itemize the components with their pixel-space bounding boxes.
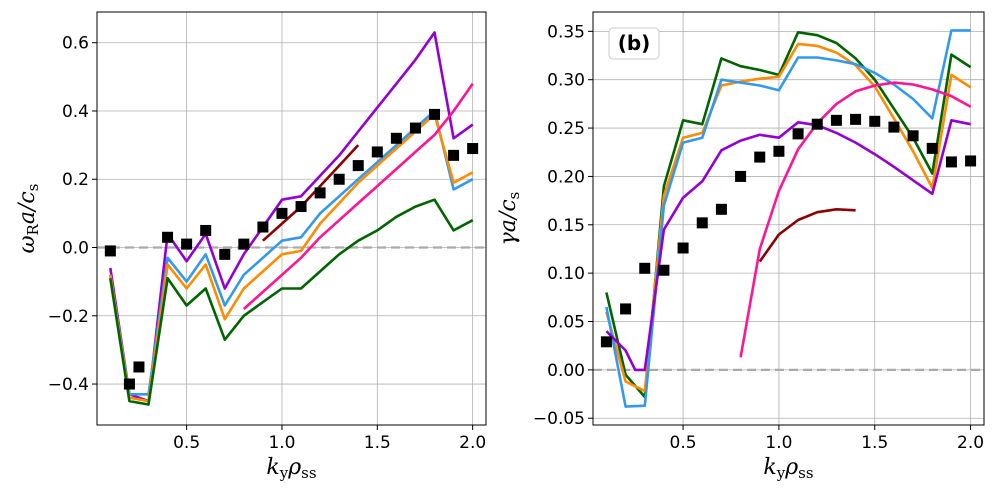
p1-data-marker-8 bbox=[754, 151, 766, 163]
p1-series-pink-line bbox=[739, 81, 972, 358]
p1-ytick-label-8: 0.35 bbox=[547, 22, 585, 42]
p0-xtick-label-0: 0.5 bbox=[173, 433, 200, 453]
p1-ytick-label-0: −0.05 bbox=[533, 409, 585, 429]
p1-data-marker-5 bbox=[696, 217, 708, 229]
p0-data-marker-15 bbox=[390, 132, 402, 144]
p0-ytick-label-3: 0.2 bbox=[62, 170, 89, 190]
p0-ytick-label-1: −0.2 bbox=[48, 307, 89, 327]
p0-data-marker-5 bbox=[200, 224, 212, 236]
p1-annotation-label: (b) bbox=[618, 31, 651, 55]
p0-axes-frame bbox=[96, 11, 487, 426]
p1-axes-frame bbox=[592, 11, 985, 426]
p1-data-marker-17 bbox=[926, 142, 938, 154]
p1-data-marker-2 bbox=[639, 262, 651, 274]
p0-x-axis-label: kyρss bbox=[266, 455, 316, 482]
p1-xtick-label-2: 1.5 bbox=[861, 433, 888, 453]
p1-data-marker-19 bbox=[965, 155, 977, 167]
p0-xtick-label-3: 2.0 bbox=[459, 433, 486, 453]
p0-ytick-label-5: 0.6 bbox=[62, 34, 89, 54]
p1-ytick-label-4: 0.15 bbox=[547, 216, 585, 236]
p0-data-marker-0 bbox=[104, 245, 116, 257]
p0-data-marker-6 bbox=[219, 248, 231, 260]
p1-data-marker-11 bbox=[811, 118, 823, 130]
p1-ytick-label-5: 0.20 bbox=[547, 167, 585, 187]
p1-series-orange-line bbox=[605, 42, 972, 393]
p1-y-axis-label: γa/cs bbox=[496, 192, 523, 246]
p0-data-marker-10 bbox=[295, 201, 307, 213]
right-panel-gamma-plot: 0.5 1.0 1.5 2.0 −0.05 0.00 0.05 0.10 0.15 0.20 0.2… bbox=[496, 11, 985, 482]
p1-series-purple-line bbox=[605, 119, 971, 372]
p0-xtick-label-2: 1.5 bbox=[364, 433, 391, 453]
p0-ytick-label-4: 0.4 bbox=[62, 102, 89, 122]
p0-data-marker-16 bbox=[409, 122, 421, 134]
p1-xtick-label-0: 0.5 bbox=[670, 433, 697, 453]
p0-series-darkred-line bbox=[262, 144, 360, 242]
p1-data-marker-12 bbox=[830, 114, 842, 126]
p0-data-marker-11 bbox=[314, 187, 326, 199]
p0-xtick-label-1: 1.0 bbox=[268, 433, 295, 453]
p1-xtick-label-1: 1.0 bbox=[765, 433, 792, 453]
p1-data-marker-4 bbox=[677, 242, 689, 254]
p0-data-marker-7 bbox=[238, 238, 250, 250]
p0-data-marker-4 bbox=[181, 238, 193, 250]
p1-series-darkred-line bbox=[758, 208, 856, 263]
left-panel-omega-plot: 0.5 1.0 1.5 2.0 −0.4 −0.2 0.0 0.2 0.4 0.6 kyρss ωRa… bbox=[15, 11, 487, 482]
p1-series-blue-line bbox=[605, 29, 971, 408]
p1-ytick-label-6: 0.25 bbox=[547, 119, 585, 139]
p1-ytick-label-3: 0.10 bbox=[547, 264, 585, 284]
p0-data-marker-14 bbox=[371, 146, 383, 158]
p0-series-green-line bbox=[109, 198, 474, 406]
p1-data-marker-6 bbox=[715, 203, 727, 215]
p1-ytick-label-1: 0.00 bbox=[547, 361, 585, 381]
p1-data-marker-7 bbox=[735, 170, 747, 182]
p1-data-marker-9 bbox=[773, 145, 785, 157]
p1-data-marker-1 bbox=[620, 303, 632, 315]
p0-data-marker-19 bbox=[467, 143, 479, 155]
p0-data-marker-9 bbox=[276, 207, 288, 219]
p1-data-marker-10 bbox=[792, 128, 804, 140]
p0-data-marker-17 bbox=[429, 108, 441, 120]
p1-data-marker-14 bbox=[869, 115, 881, 127]
p0-ytick-label-2: 0.0 bbox=[62, 239, 89, 259]
p1-data-marker-18 bbox=[945, 156, 957, 168]
p0-series-pink-line bbox=[242, 82, 474, 310]
p0-y-axis-label: ωRa/cs bbox=[15, 184, 42, 254]
p1-data-marker-15 bbox=[888, 121, 900, 133]
p0-data-marker-12 bbox=[333, 173, 345, 185]
p0-data-marker-2 bbox=[133, 361, 145, 373]
p0-data-marker-1 bbox=[123, 378, 135, 390]
p0-ytick-label-0: −0.4 bbox=[48, 375, 89, 395]
p0-data-marker-8 bbox=[257, 221, 269, 233]
p1-data-marker-13 bbox=[850, 113, 862, 125]
p1-data-marker-3 bbox=[658, 264, 670, 276]
p0-data-marker-3 bbox=[162, 231, 174, 243]
p1-ytick-label-2: 0.05 bbox=[547, 313, 585, 333]
p1-xtick-label-3: 2.0 bbox=[957, 433, 984, 453]
p1-x-axis-label: kyρss bbox=[763, 455, 813, 482]
p0-data-marker-13 bbox=[352, 160, 364, 172]
p1-data-marker-0 bbox=[600, 336, 612, 348]
p1-annotation-box bbox=[608, 27, 660, 60]
p0-series-orange-line bbox=[109, 113, 474, 403]
p0-data-marker-18 bbox=[448, 149, 460, 161]
p1-ytick-label-7: 0.30 bbox=[547, 71, 585, 91]
p1-data-marker-16 bbox=[907, 130, 919, 142]
